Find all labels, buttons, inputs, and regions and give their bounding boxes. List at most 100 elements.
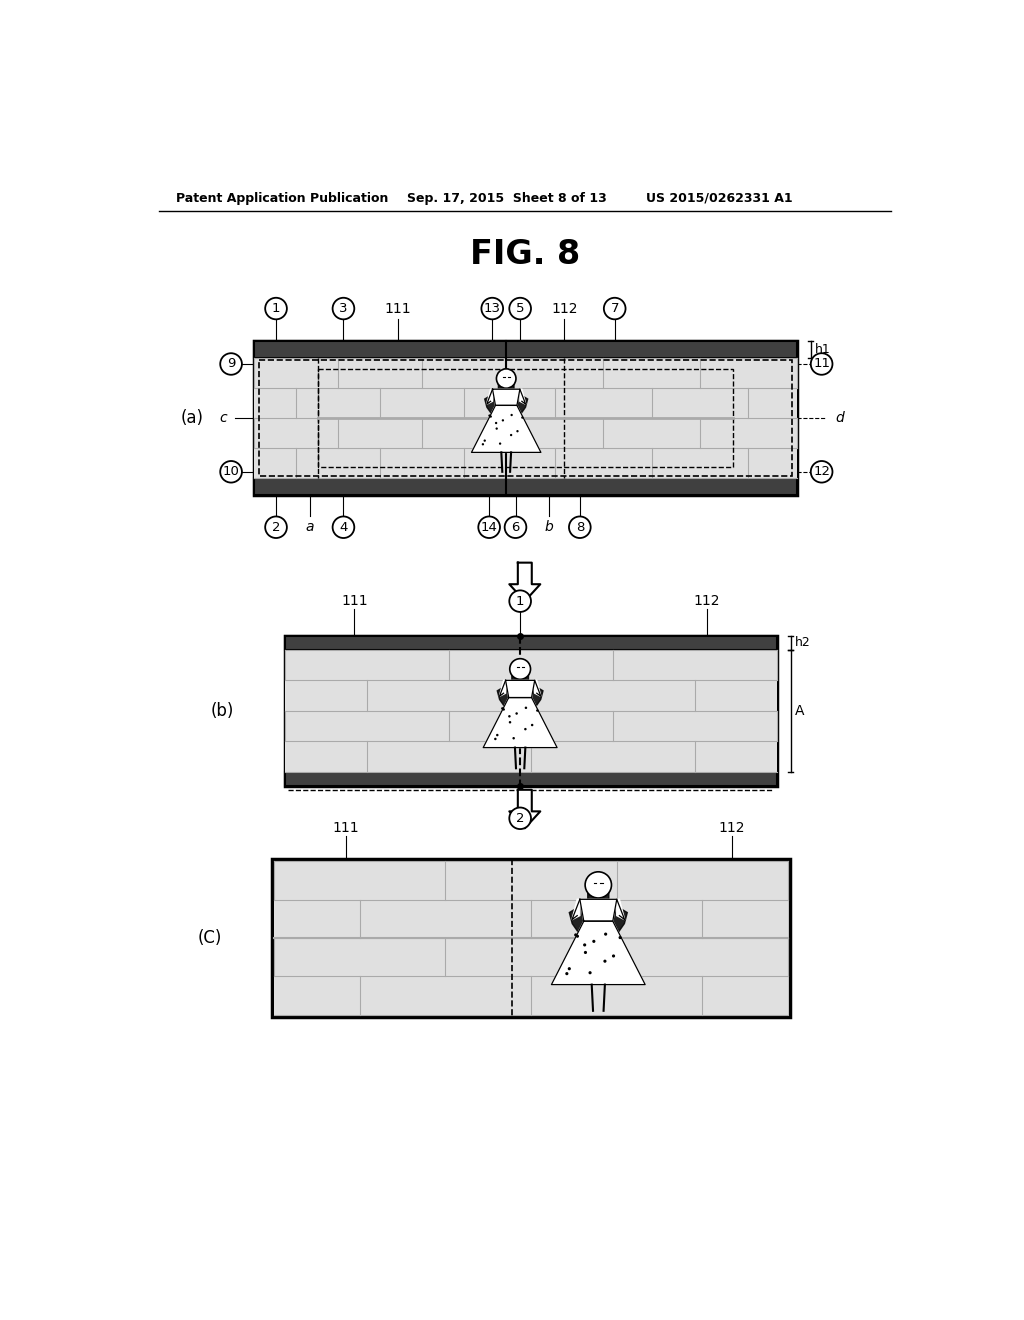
Circle shape xyxy=(510,434,512,436)
Text: FIG. 8: FIG. 8 xyxy=(470,238,580,271)
Circle shape xyxy=(265,298,287,319)
Circle shape xyxy=(511,414,513,416)
Polygon shape xyxy=(509,789,541,829)
Circle shape xyxy=(495,738,497,741)
Polygon shape xyxy=(509,562,541,601)
Circle shape xyxy=(481,298,503,319)
Text: Sep. 17, 2015  Sheet 8 of 13: Sep. 17, 2015 Sheet 8 of 13 xyxy=(407,191,607,205)
Text: a: a xyxy=(306,520,314,535)
Text: A: A xyxy=(795,704,804,718)
Text: 111: 111 xyxy=(333,821,359,836)
Circle shape xyxy=(220,461,242,483)
Text: (b): (b) xyxy=(211,702,234,719)
Circle shape xyxy=(512,737,515,739)
Bar xyxy=(285,649,776,772)
Circle shape xyxy=(478,516,500,539)
Circle shape xyxy=(489,416,492,417)
Polygon shape xyxy=(483,697,557,747)
Circle shape xyxy=(521,416,523,418)
Bar xyxy=(285,772,776,785)
Text: 2: 2 xyxy=(516,812,524,825)
Circle shape xyxy=(604,932,607,936)
Circle shape xyxy=(265,516,287,539)
Polygon shape xyxy=(535,680,541,697)
Circle shape xyxy=(501,708,504,710)
Circle shape xyxy=(811,354,833,375)
Polygon shape xyxy=(498,664,543,713)
Polygon shape xyxy=(484,374,527,420)
Text: 7: 7 xyxy=(610,302,618,315)
Circle shape xyxy=(499,442,502,445)
Circle shape xyxy=(585,871,611,898)
Text: US 2015/0262331 A1: US 2015/0262331 A1 xyxy=(646,191,793,205)
Circle shape xyxy=(569,516,591,539)
Polygon shape xyxy=(506,680,535,697)
Text: 13: 13 xyxy=(483,302,501,315)
Bar xyxy=(259,360,793,475)
Text: 112: 112 xyxy=(693,594,720,609)
Polygon shape xyxy=(486,389,493,404)
Circle shape xyxy=(509,721,511,723)
Text: 112: 112 xyxy=(719,821,745,836)
Circle shape xyxy=(505,516,526,539)
Text: 11: 11 xyxy=(813,358,830,371)
Circle shape xyxy=(488,414,490,417)
Circle shape xyxy=(509,590,531,612)
Polygon shape xyxy=(569,878,628,940)
Polygon shape xyxy=(552,921,645,985)
Circle shape xyxy=(497,368,516,388)
Circle shape xyxy=(483,440,486,442)
Circle shape xyxy=(502,420,504,421)
Circle shape xyxy=(503,709,505,710)
Circle shape xyxy=(589,972,592,974)
Bar xyxy=(285,636,776,649)
Polygon shape xyxy=(580,899,616,921)
Circle shape xyxy=(481,444,484,445)
Circle shape xyxy=(333,516,354,539)
Circle shape xyxy=(604,298,626,319)
Circle shape xyxy=(496,428,498,430)
Circle shape xyxy=(612,954,615,957)
Text: 6: 6 xyxy=(511,520,520,533)
Circle shape xyxy=(592,940,595,942)
Circle shape xyxy=(565,972,568,975)
Text: 1: 1 xyxy=(516,594,524,607)
Circle shape xyxy=(537,709,539,711)
Circle shape xyxy=(509,298,531,319)
Text: 9: 9 xyxy=(227,358,236,371)
Bar xyxy=(506,358,797,478)
Circle shape xyxy=(524,706,527,709)
Bar xyxy=(254,341,797,358)
Circle shape xyxy=(508,715,511,718)
Bar xyxy=(254,341,797,495)
Polygon shape xyxy=(616,899,625,920)
Circle shape xyxy=(567,968,571,970)
Circle shape xyxy=(495,422,498,424)
Circle shape xyxy=(574,933,578,936)
Circle shape xyxy=(811,461,833,483)
Text: (C): (C) xyxy=(198,929,222,946)
Circle shape xyxy=(516,430,518,433)
Circle shape xyxy=(583,944,587,946)
Text: 111: 111 xyxy=(384,301,411,315)
Text: 1: 1 xyxy=(271,302,281,315)
Bar xyxy=(254,478,797,495)
Text: 2: 2 xyxy=(271,520,281,533)
Text: c: c xyxy=(219,411,227,425)
Text: 14: 14 xyxy=(480,520,498,533)
Circle shape xyxy=(584,950,587,954)
Circle shape xyxy=(510,659,530,680)
Bar xyxy=(285,636,776,785)
Text: 10: 10 xyxy=(222,465,240,478)
Text: d: d xyxy=(836,411,845,425)
Text: 12: 12 xyxy=(813,465,830,478)
Text: b: b xyxy=(545,520,553,535)
Text: 112: 112 xyxy=(551,301,578,315)
Circle shape xyxy=(515,713,518,714)
Circle shape xyxy=(509,808,531,829)
Text: 8: 8 xyxy=(575,520,584,533)
Circle shape xyxy=(575,935,579,937)
Text: Patent Application Publication: Patent Application Publication xyxy=(176,191,388,205)
Polygon shape xyxy=(500,680,506,697)
Text: 111: 111 xyxy=(341,594,368,609)
